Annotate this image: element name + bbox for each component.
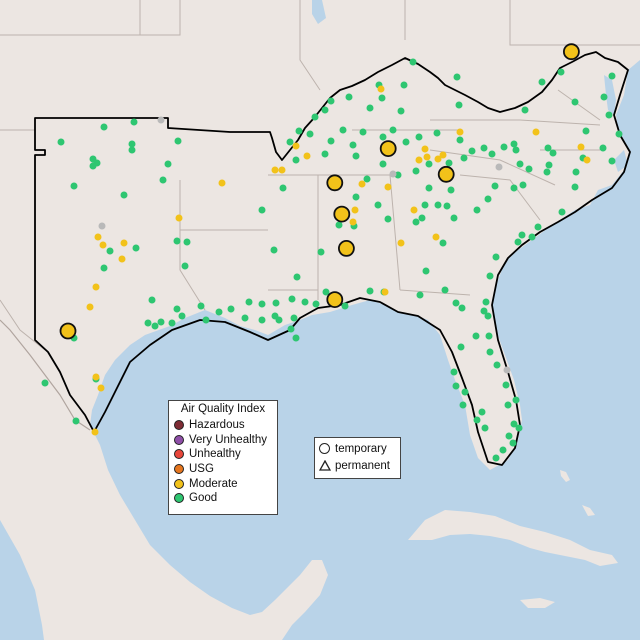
moderate-swatch <box>174 478 184 489</box>
monitor-type-legend: temporary permanent <box>314 437 401 479</box>
water-pamlico <box>614 150 628 172</box>
moderate-monitors <box>66 85 591 436</box>
legend-item-temporary: temporary <box>315 440 400 457</box>
region-outline <box>34 51 631 466</box>
legend-label: Unhealthy <box>189 448 241 461</box>
land-cuba <box>408 510 618 566</box>
circle-icon <box>319 443 330 454</box>
legend-item-good: Good <box>169 491 277 506</box>
water-gulf-california <box>0 520 44 640</box>
land-bahamas-2 <box>582 505 595 516</box>
legend-item-permanent: permanent <box>315 457 400 474</box>
legend-label: Very Unhealthy <box>189 433 267 446</box>
temporary-monitor-8 <box>59 322 77 340</box>
temporary-monitor-2 <box>379 140 397 158</box>
usg-swatch <box>174 464 184 475</box>
permanent-label: permanent <box>335 459 390 472</box>
nodata-monitors <box>98 116 511 374</box>
temporary-monitor-7 <box>326 291 344 309</box>
unhealthy-swatch <box>174 449 184 460</box>
aqi-legend-title: Air Quality Index <box>180 403 266 415</box>
legend-label: Hazardous <box>189 419 245 432</box>
legend-label: Moderate <box>189 477 238 490</box>
legend-item-usg: USG <box>169 462 277 477</box>
state-borders <box>0 0 640 351</box>
aqi-legend: Air Quality Index Hazardous Very Unhealt… <box>168 400 278 515</box>
legend-label: Good <box>189 492 218 505</box>
temporary-monitor-3 <box>437 165 455 183</box>
legend-item-moderate: Moderate <box>169 476 277 491</box>
temporary-monitor-5 <box>333 205 351 223</box>
temporary-monitor-4 <box>326 174 344 192</box>
legend-label: USG <box>189 463 214 476</box>
very-unhealthy-swatch <box>174 434 184 445</box>
triangle-icon <box>319 460 331 471</box>
good-swatch <box>174 493 184 504</box>
legend-item-unhealthy: Unhealthy <box>169 447 277 462</box>
large-moderate-monitors <box>59 43 580 340</box>
legend-item-hazardous: Hazardous <box>169 418 277 433</box>
temporary-label: temporary <box>335 442 387 455</box>
land-jamaica <box>520 598 555 608</box>
temporary-monitor-6 <box>337 239 355 257</box>
legend-item-very-unhealthy: Very Unhealthy <box>169 433 277 448</box>
land-bahamas-1 <box>560 470 570 482</box>
water-lake <box>312 0 326 24</box>
water-chesapeake <box>604 75 616 115</box>
good-monitors <box>41 58 623 462</box>
hazardous-swatch <box>174 420 184 431</box>
temporary-monitor-1 <box>563 43 580 61</box>
